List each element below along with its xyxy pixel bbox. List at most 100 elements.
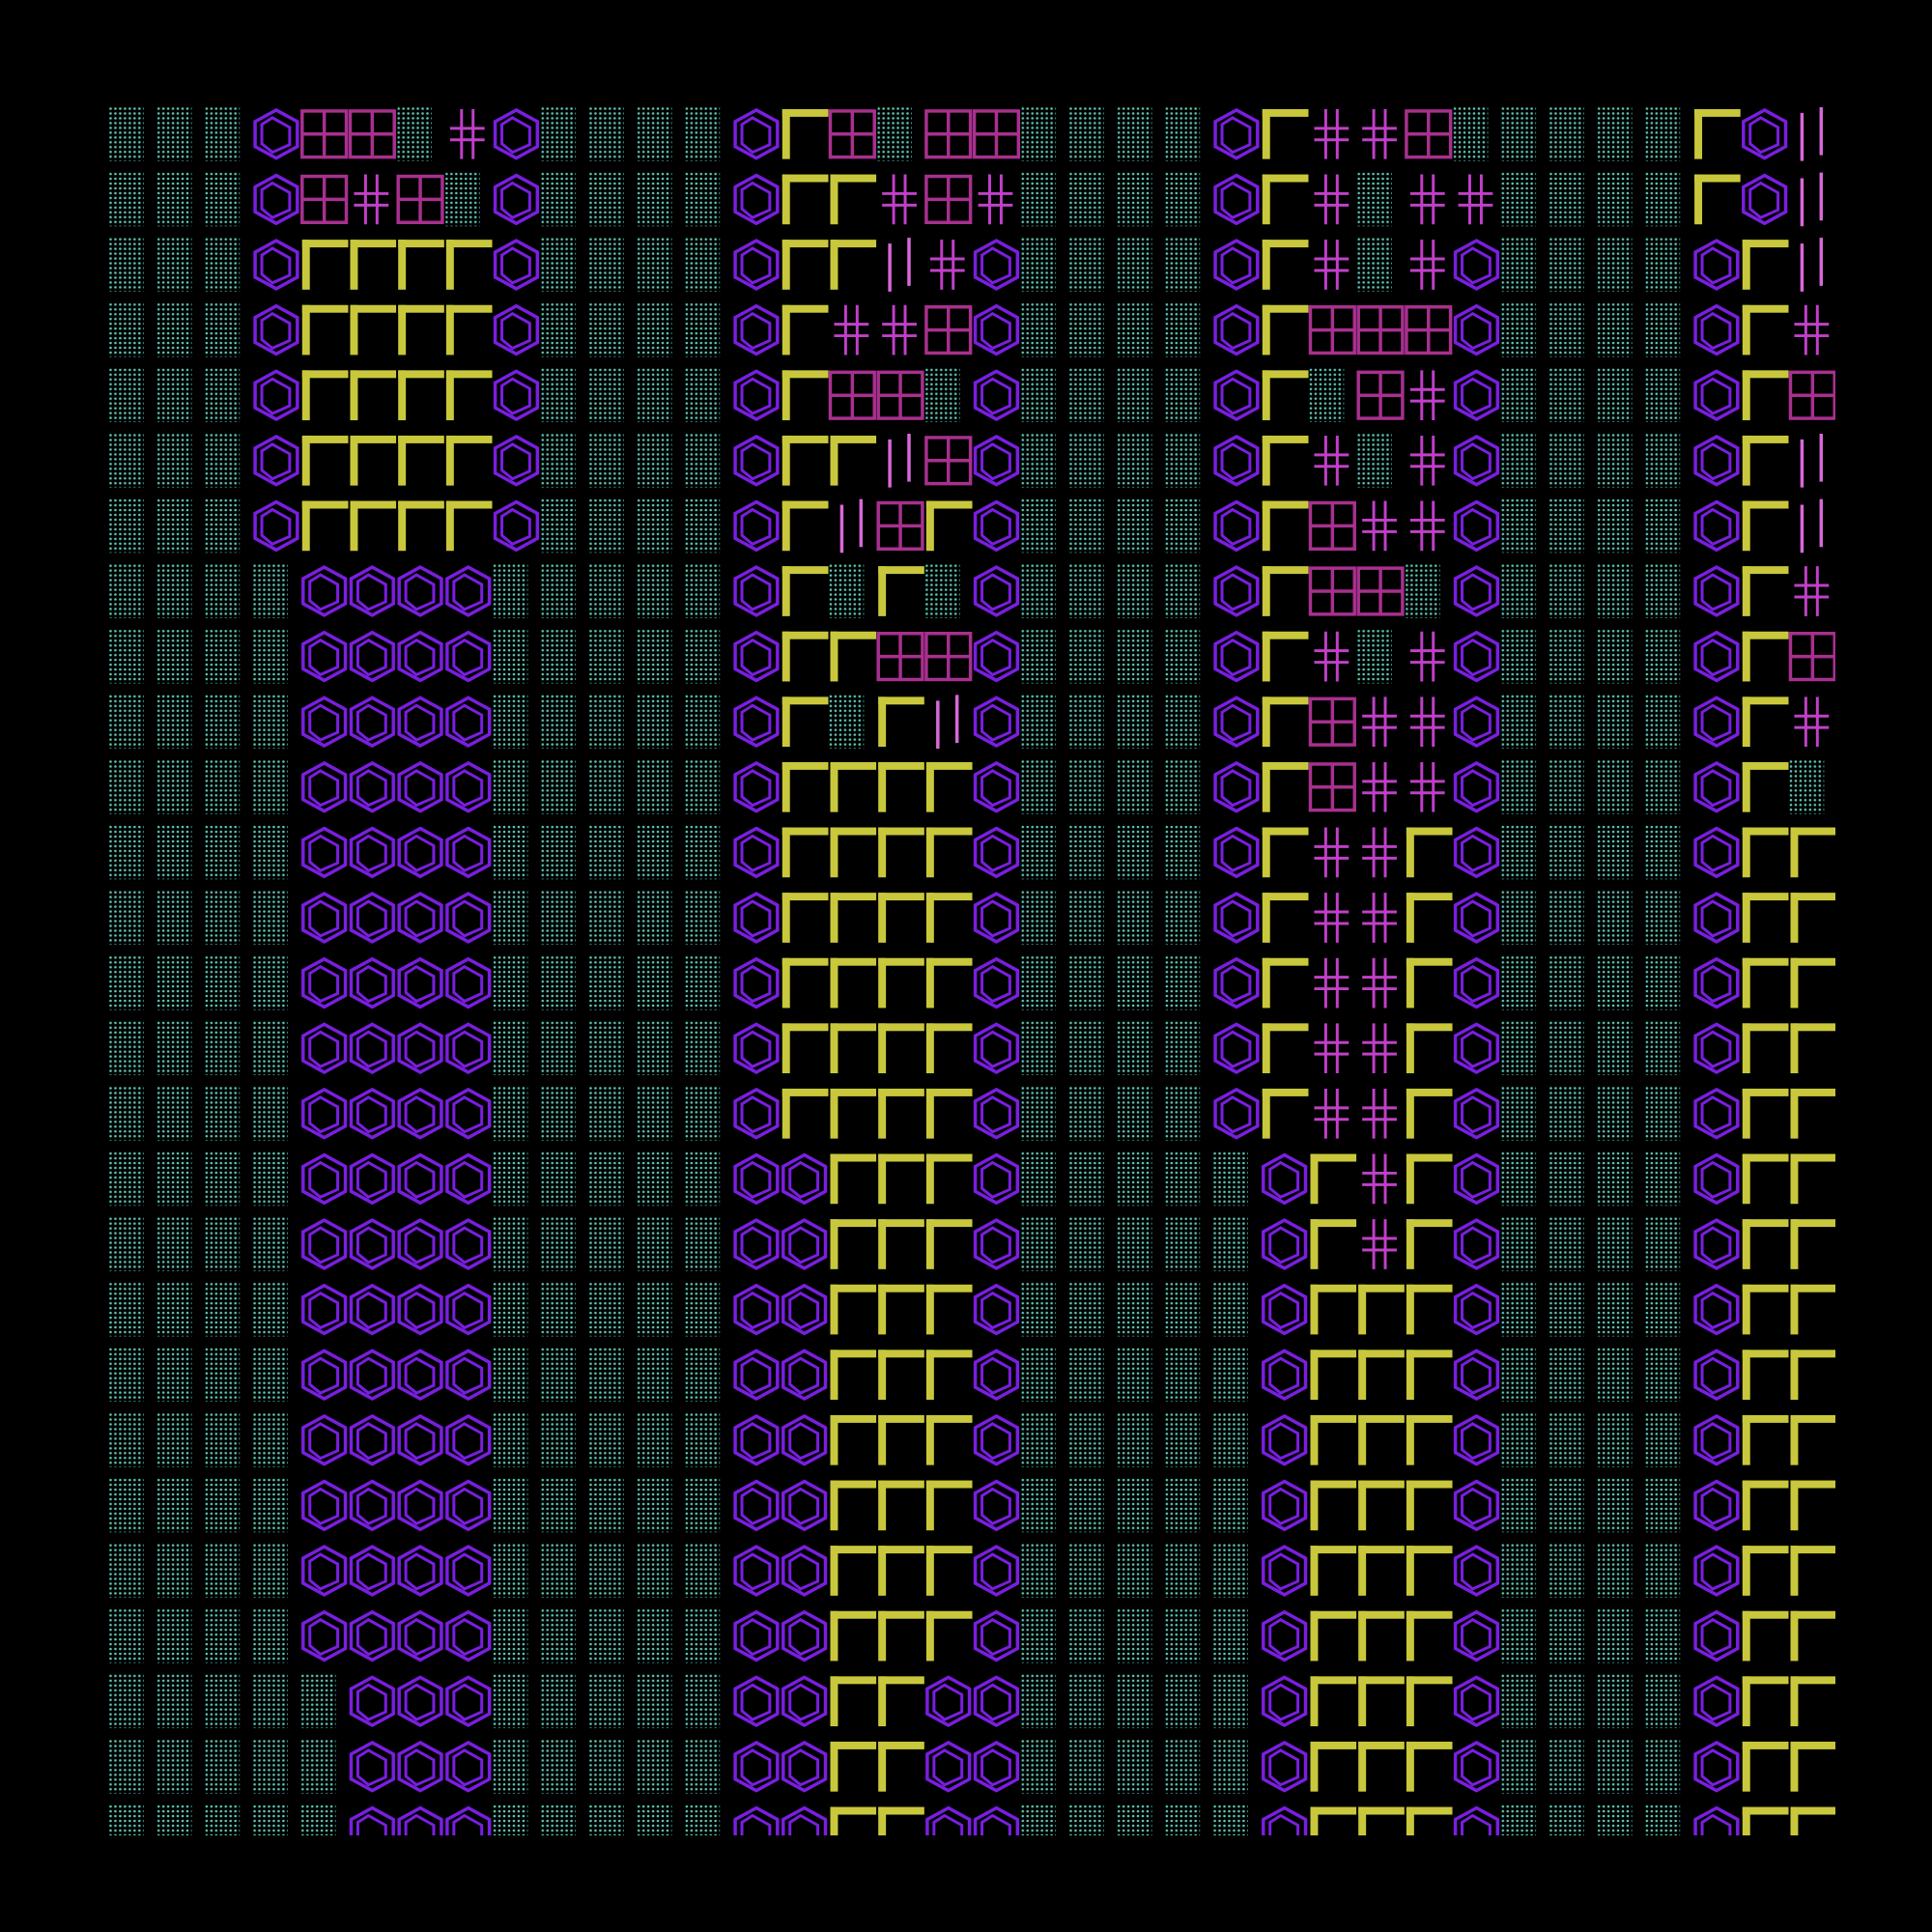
yel-tile [1790,1088,1835,1139]
yel-tile [1262,500,1309,552]
dots-tile [1021,1478,1057,1533]
hex-tile [733,108,780,160]
yel-tile [1406,1676,1453,1727]
dots-tile [588,1086,624,1141]
hex-tile [1213,108,1260,160]
dots-tile [300,1804,336,1835]
dots-tile [493,955,528,1010]
dots-tile [1645,955,1681,1010]
dots-tile [588,1739,624,1794]
dots-tile [253,1217,288,1271]
yel-tile [1742,761,1789,812]
dots-tile [108,1086,144,1141]
yel-tile [1742,1414,1789,1465]
hex-tile [733,631,780,683]
yel-tile [1262,435,1309,486]
dots-tile [588,1544,624,1598]
dots-tile [1645,1544,1681,1598]
cross-tile [1408,760,1447,814]
dots-tile [685,1086,721,1141]
box-tile [876,500,924,551]
hex-tile [349,1545,395,1597]
dots-tile [1117,759,1152,814]
yel-tile [301,240,349,290]
hex-tile [1262,1479,1308,1531]
dots-tile [685,433,721,488]
yel-tile [1742,957,1789,1009]
dots-tile [1068,1674,1104,1729]
hex-tile [349,1022,395,1074]
bars-tile [839,497,864,554]
hex-tile [397,1088,443,1140]
dots-tile [541,498,577,554]
yel-tile [878,1546,924,1596]
yel-tile [781,1088,829,1139]
dots-tile [1645,238,1681,292]
dots-tile [1597,629,1633,684]
hex-tile [973,1284,1020,1336]
hex-tile [1693,1349,1740,1401]
dots-tile [205,302,241,357]
dots-tile [156,1217,192,1271]
yel-tile [1310,1350,1357,1401]
dots-tile [1117,1348,1152,1403]
hex-tile [445,1152,492,1205]
dots-tile [685,891,721,945]
yel-tile [1406,1806,1453,1835]
hex-tile [397,1805,443,1835]
dots-tile [541,891,577,945]
dots-tile [1213,1217,1248,1271]
yel-tile [830,1676,877,1727]
box-tile [828,370,876,420]
dots-tile [1021,106,1057,161]
dots-tile [205,1674,241,1729]
hex-tile [397,1349,443,1401]
yel-tile [1310,1284,1357,1335]
dots-tile [156,695,192,750]
cross-tile [448,107,487,161]
yel-tile [301,370,349,421]
dots-tile [588,891,624,945]
dots-tile [685,1478,721,1533]
dots-tile [1548,1674,1584,1729]
dots-tile [493,1021,528,1076]
dots-tile [1165,955,1201,1010]
dots-tile [1165,629,1201,684]
dots-tile [541,302,577,357]
dots-tile [541,433,577,488]
hex-tile [1453,957,1500,1009]
dots-tile [1068,759,1104,814]
dots-tile [541,1021,577,1076]
dots-tile [541,759,577,814]
yel-tile [1358,1546,1405,1596]
yel-tile [1262,1023,1309,1074]
dots-tile [685,629,721,684]
yel-tile [1262,696,1309,748]
dots-tile [1021,1804,1057,1835]
yel-tile [830,1480,877,1531]
dots-tile [541,955,577,1010]
dots-tile [685,759,721,814]
hex-tile [445,826,492,878]
hex-tile [781,1805,828,1835]
dots-tile [1645,1348,1681,1403]
hex-tile [1213,957,1260,1009]
hex-tile [1453,565,1500,617]
dots-tile [1548,1282,1584,1337]
hex-tile [973,1349,1020,1401]
dots-tile [637,106,672,161]
hex-tile [733,1022,780,1074]
dots-tile [253,629,288,684]
hex-tile [1213,1022,1260,1074]
dots-tile [637,1412,672,1467]
cross-tile [1360,695,1399,749]
dots-tile [253,1412,288,1467]
dots-tile [1117,1608,1152,1663]
dots-tile [685,1739,721,1794]
hex-tile [445,1610,492,1662]
cross-tile [1312,630,1350,683]
cross-tile [352,173,390,226]
box-tile [396,174,444,224]
dots-tile [1597,1804,1633,1835]
box-tile [300,174,349,224]
